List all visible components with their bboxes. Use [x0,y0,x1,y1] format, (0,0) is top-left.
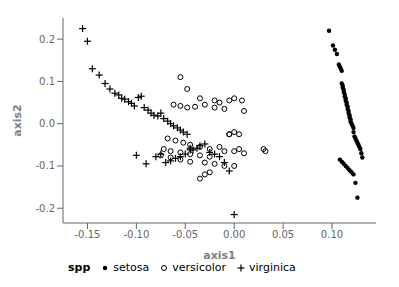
svg-text:0.1: 0.1 [39,76,55,87]
svg-text:0.10: 0.10 [321,229,343,240]
html-text:setosa: setosa [113,261,150,274]
svg-text:-0.10: -0.10 [123,229,149,240]
svg-text:-0.05: -0.05 [172,229,198,240]
svg-text:0.0: 0.0 [39,118,55,129]
html-text:spp: spp [68,261,91,274]
svg-text:-0.15: -0.15 [75,229,101,240]
html-text:versicolor: versicolor [172,261,226,274]
svg-text:axis2: axis2 [11,104,24,137]
svg-text:0.05: 0.05 [272,229,294,240]
svg-text:-0.2: -0.2 [35,203,55,214]
svg-text:0.2: 0.2 [39,34,55,45]
html-text:virginica: virginica [249,261,296,274]
svg-text:axis1: axis1 [203,249,236,262]
svg-text:-0.1: -0.1 [35,160,55,171]
svg-text:0.00: 0.00 [223,229,245,240]
